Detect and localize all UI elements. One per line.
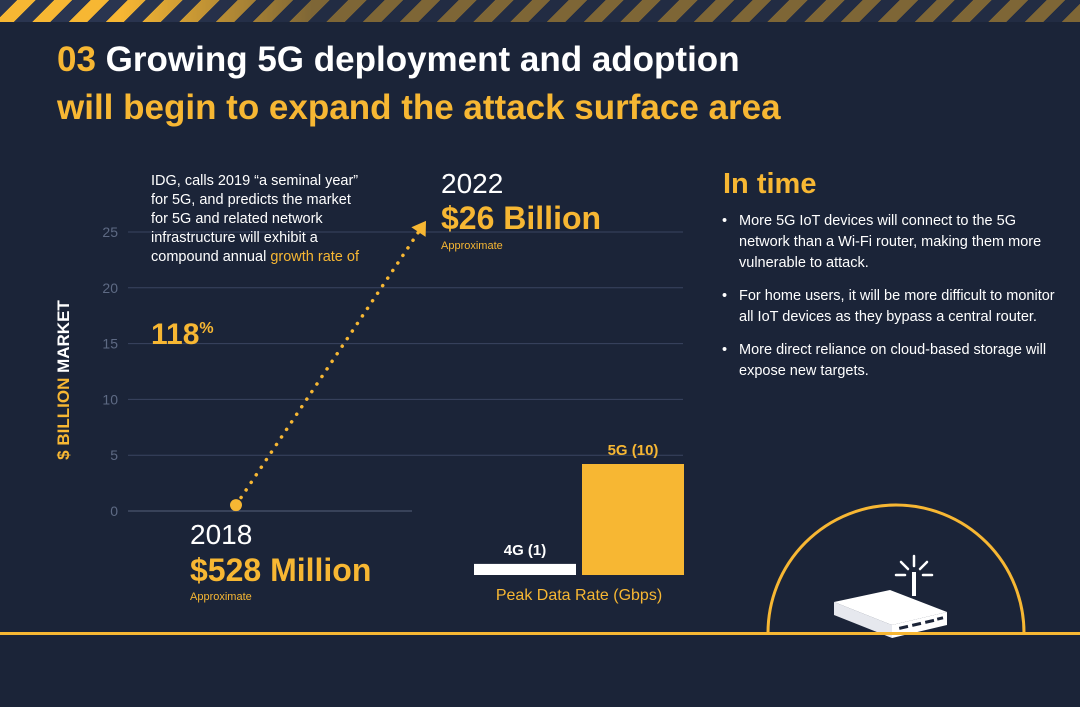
- market-y-tick-label: 5: [110, 447, 118, 463]
- in-time-bullet: For home users, it will be more difficul…: [722, 286, 1062, 328]
- start-amount: $528 Million: [190, 552, 372, 588]
- market-y-axis-label: $ BILLION MARKET: [54, 300, 74, 460]
- end-amount: $26 Billion: [441, 200, 602, 236]
- start-year: 2018: [190, 519, 253, 550]
- market-y-tick-label: 15: [102, 336, 118, 352]
- growth-rate-value: 118: [151, 318, 200, 351]
- market-y-tick-label: 10: [102, 391, 118, 407]
- peak-rate-bar-4g: [474, 563, 576, 575]
- start-approx-note: Approximate: [190, 591, 252, 603]
- router-left-side: [834, 602, 892, 638]
- in-time-bullet: More direct reliance on cloud-based stor…: [722, 340, 1062, 382]
- router-lights: [898, 616, 944, 630]
- market-y-tick-label: 20: [102, 280, 118, 296]
- market-y-tick-label: 25: [102, 224, 118, 240]
- market-growth-arrowhead: [411, 220, 426, 237]
- market-growth-dotted-line: [234, 229, 421, 507]
- market-intro-text: IDG, calls 2019 “a seminal year” for 5G,…: [151, 172, 361, 267]
- market-y-ticks: 0 5 10 15 20 25: [102, 224, 118, 519]
- section-number: 03: [57, 40, 96, 79]
- peak-rate-bars: 4G (1) 5G (10) Peak Data Rate (Gbps): [474, 442, 684, 604]
- in-time-list: More 5G IoT devices will connect to the …: [722, 211, 1062, 394]
- in-time-heading: In time: [723, 168, 817, 200]
- market-growth-line: [230, 220, 426, 512]
- market-y-tick-label: 0: [110, 503, 118, 519]
- in-time-bullet: More 5G IoT devices will connect to the …: [722, 211, 1062, 274]
- bottom-rule: [0, 632, 1080, 635]
- peak-rate-bar-label: 4G (1): [504, 542, 547, 559]
- y-axis-label-suffix: MARKET: [54, 300, 73, 373]
- page-title: 03 Growing 5G deployment and adoption wi…: [57, 36, 781, 132]
- end-year: 2022: [441, 168, 504, 199]
- peak-rate-axis-label: Peak Data Rate (Gbps): [496, 587, 662, 604]
- hazard-stripe-fade: [120, 0, 1080, 22]
- market-grid: [128, 231, 683, 512]
- intro-highlight: growth rate of: [270, 249, 359, 265]
- growth-rate: 118%: [151, 318, 214, 352]
- router-icon: [834, 554, 947, 638]
- title-line-1: Growing 5G deployment and adoption: [105, 40, 740, 79]
- peak-rate-bar-5g: [582, 464, 684, 575]
- market-start-point: [230, 499, 242, 512]
- intro-body: IDG, calls 2019 “a seminal year” for 5G,…: [151, 173, 359, 265]
- title-line-2: will begin to expand the attack surface …: [57, 88, 781, 127]
- growth-rate-unit: %: [199, 320, 214, 337]
- y-axis-label-prefix: $ BILLION: [54, 377, 73, 460]
- signal-arc: [766, 503, 1026, 634]
- peak-rate-bar-label: 5G (10): [608, 442, 659, 459]
- router-top: [834, 590, 947, 625]
- antenna-signal-lines: [894, 554, 934, 577]
- end-approx-note: Approximate: [441, 240, 503, 252]
- signal-arc-path: [766, 503, 1026, 634]
